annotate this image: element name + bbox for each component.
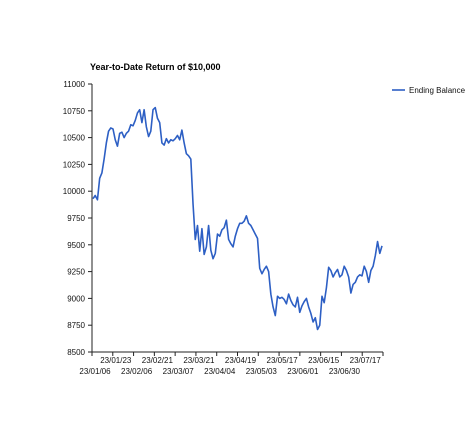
x-tick-label: 23/01/06 — [79, 367, 111, 376]
y-tick-label: 10000 — [63, 187, 86, 196]
x-tick-label: 23/05/17 — [267, 356, 299, 365]
plot-area — [92, 106, 383, 331]
y-tick-label: 8750 — [67, 321, 85, 330]
y-tick-label: 8500 — [67, 348, 85, 357]
x-tick-label: 23/06/30 — [329, 367, 361, 376]
x-tick-label: 23/04/19 — [225, 356, 257, 365]
x-axis: 23/01/06 23/02/06 23/03/07 23/04/04 23/05/03… — [79, 351, 384, 376]
x-tick-label: 23/05/03 — [246, 367, 278, 376]
x-tick-label: 23/06/15 — [308, 356, 340, 365]
series-line — [92, 106, 383, 331]
y-tick-label: 11000 — [63, 80, 85, 89]
x-tick-label: 23/03/21 — [183, 356, 215, 365]
legend-label: Ending Balance — [409, 86, 466, 95]
y-tick-label: 10500 — [63, 134, 86, 143]
y-tick-label: 10750 — [63, 107, 86, 116]
y-tick-label: 9250 — [67, 268, 85, 277]
y-tick-label: 9500 — [67, 241, 85, 250]
y-tick-label: 10250 — [63, 160, 86, 169]
x-tick-label: 23/04/04 — [204, 367, 236, 376]
chart-title: Year-to-Date Return of $10,000 — [90, 62, 221, 72]
x-tick-label: 23/02/21 — [142, 356, 174, 365]
x-tick-label: 23/07/17 — [350, 356, 382, 365]
legend: Ending Balance — [392, 86, 466, 95]
y-tick-label: 9000 — [67, 294, 85, 303]
x-tick-label: 23/01/23 — [100, 356, 132, 365]
x-tick-label: 23/06/01 — [287, 367, 319, 376]
x-tick-label: 23/03/07 — [163, 367, 195, 376]
y-axis: 8500 8750 9000 9250 9500 9750 10000 10250 10500 1… — [63, 80, 93, 357]
x-tick-label: 23/02/06 — [121, 367, 153, 376]
y-tick-label: 9750 — [67, 214, 85, 223]
